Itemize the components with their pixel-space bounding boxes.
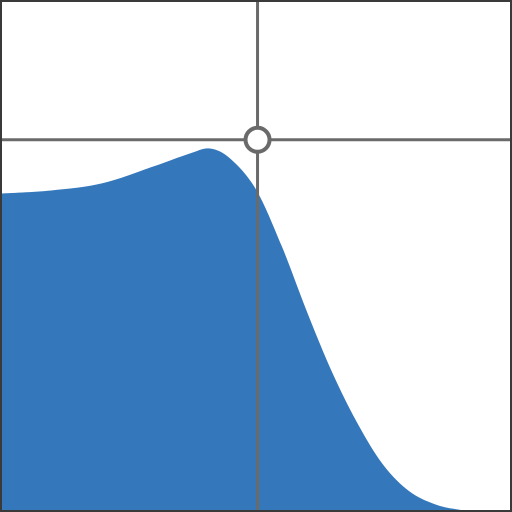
cutoff-handle-icon[interactable] [243, 125, 272, 154]
filter-response-curve [0, 148, 512, 512]
